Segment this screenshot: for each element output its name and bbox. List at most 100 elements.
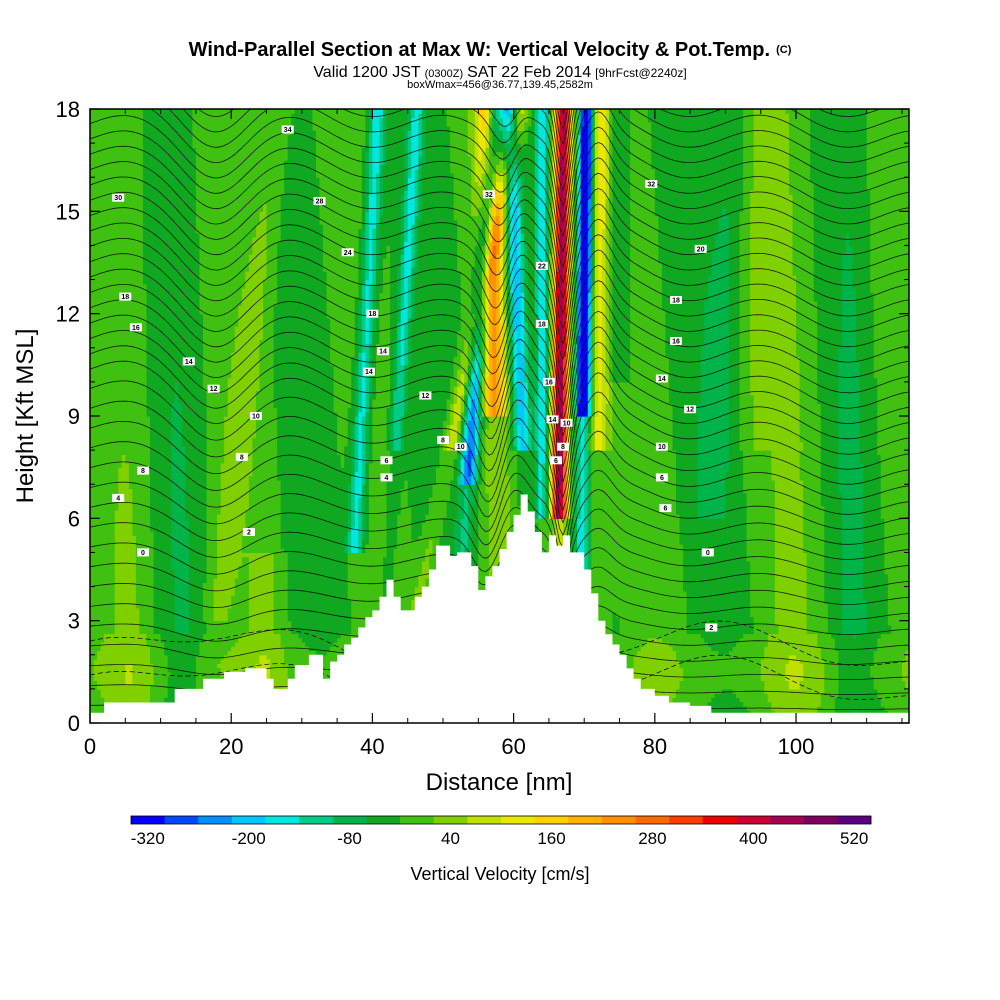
velocity-cell	[132, 509, 151, 515]
velocity-cell	[676, 450, 698, 455]
velocity-cell	[785, 671, 804, 677]
velocity-cell	[368, 522, 388, 528]
velocity-cell	[174, 590, 190, 596]
velocity-cell	[841, 595, 864, 600]
velocity-cell	[368, 411, 374, 417]
velocity-cell	[259, 356, 275, 362]
velocity-cell	[351, 488, 356, 494]
velocity-cell	[234, 586, 250, 592]
velocity-cell	[273, 612, 289, 617]
velocity-cell	[135, 543, 155, 549]
velocity-cell	[538, 369, 546, 374]
velocity-cell	[838, 663, 871, 669]
velocity-cell	[880, 697, 909, 703]
velocity-cell	[541, 484, 546, 490]
velocity-cell	[411, 347, 458, 353]
velocity-cell	[167, 667, 197, 673]
velocity-cell	[884, 522, 909, 528]
velocity-cell	[471, 522, 479, 528]
velocity-cell	[796, 343, 818, 349]
velocity-cell	[601, 403, 607, 409]
velocity-cell	[767, 697, 822, 703]
velocity-cell	[220, 484, 250, 490]
velocity-cell	[517, 437, 522, 443]
velocity-cell	[587, 390, 592, 396]
velocity-cell	[612, 377, 631, 383]
velocity-cell	[608, 356, 614, 362]
velocity-cell	[481, 416, 486, 421]
velocity-cell	[347, 590, 384, 596]
velocity-cell	[841, 607, 868, 613]
velocity-cell	[121, 462, 130, 468]
velocity-cell	[478, 364, 483, 370]
velocity-cell	[612, 352, 631, 357]
velocity-cell	[188, 531, 208, 536]
velocity-cell	[577, 505, 582, 511]
velocity-cell	[171, 416, 183, 421]
velocity-cell	[767, 641, 818, 647]
velocity-cell	[803, 531, 825, 536]
velocity-cell	[365, 531, 370, 536]
velocity-cell	[753, 445, 804, 451]
velocity-cell	[517, 352, 522, 357]
velocity-cell	[347, 509, 352, 515]
velocity-cell	[358, 343, 363, 349]
velocity-cell	[238, 637, 282, 643]
velocity-cell	[478, 565, 490, 571]
velocity-cell	[803, 514, 825, 519]
velocity-cell	[248, 501, 282, 507]
velocity-cell	[863, 479, 882, 485]
velocity-cell	[510, 398, 515, 404]
velocity-cell	[206, 526, 218, 532]
velocity-cell	[760, 676, 787, 681]
velocity-cell	[817, 347, 839, 353]
velocity-cell	[573, 484, 578, 490]
velocity-cell	[827, 629, 843, 635]
velocity-cell	[400, 356, 405, 362]
velocity-cell	[559, 403, 564, 409]
velocity-cell	[799, 394, 818, 400]
velocity-cell	[863, 535, 885, 541]
velocity-cell	[513, 416, 518, 421]
velocity-cell	[90, 633, 105, 639]
velocity-cell	[524, 356, 529, 362]
velocity-cell	[390, 599, 412, 605]
velocity-cell	[135, 569, 155, 575]
velocity-cell	[354, 339, 359, 345]
velocity-cell	[555, 479, 564, 485]
velocity-cell	[457, 381, 462, 387]
velocity-cell	[407, 386, 451, 392]
velocity-cell	[358, 356, 363, 362]
velocity-cell	[563, 373, 568, 379]
velocity-cell	[467, 492, 476, 498]
velocity-cell	[683, 582, 751, 588]
velocity-cell	[287, 607, 352, 613]
velocity-cell	[481, 347, 486, 353]
velocity-cell	[591, 356, 596, 362]
velocity-cell	[510, 411, 515, 417]
velocity-cell	[608, 386, 614, 392]
velocity-cell	[181, 424, 208, 430]
velocity-cell	[358, 347, 363, 353]
velocity-cell	[90, 535, 116, 541]
velocity-cell	[457, 334, 472, 340]
velocity-cell	[817, 343, 843, 349]
velocity-cell	[506, 416, 511, 421]
velocity-cell	[820, 450, 839, 455]
velocity-cell	[351, 514, 356, 519]
velocity-cell	[467, 433, 476, 438]
velocity-cell	[541, 501, 546, 507]
velocity-cell	[118, 471, 130, 477]
velocity-cell	[460, 433, 465, 438]
velocity-cell	[676, 475, 698, 481]
velocity-cell	[873, 343, 909, 349]
velocity-cell	[354, 488, 363, 494]
velocity-cell	[774, 620, 808, 626]
velocity-cell	[591, 586, 684, 592]
velocity-cell	[171, 467, 186, 473]
velocity-cell	[566, 398, 571, 404]
velocity-cell	[817, 637, 836, 643]
velocity-cell	[838, 688, 878, 694]
velocity-cell	[548, 364, 554, 370]
velocity-cell	[538, 535, 550, 541]
